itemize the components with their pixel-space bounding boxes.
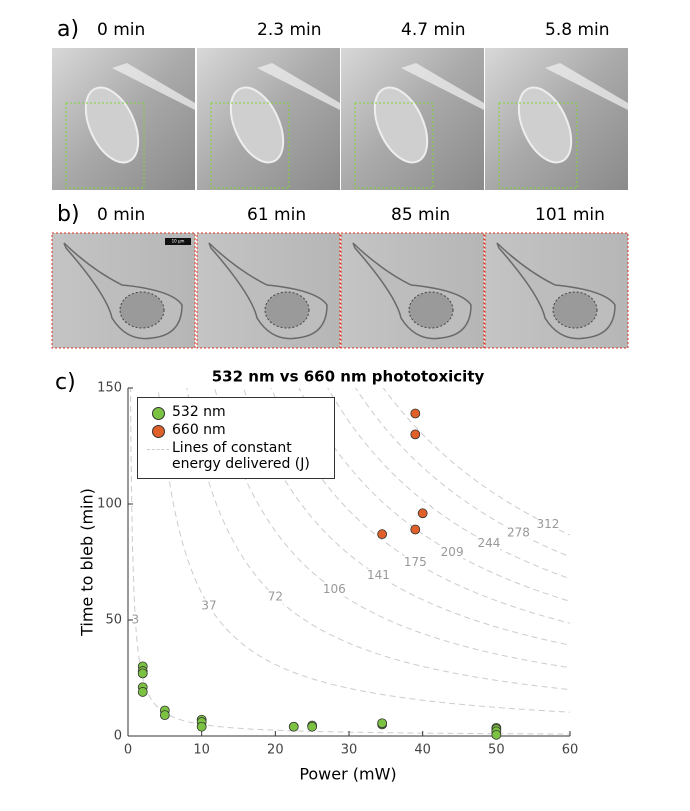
legend-entry: Lines of constant energy delivered (J): [144, 440, 328, 472]
time-label: 0 min: [97, 205, 145, 225]
point: [410, 429, 421, 440]
energy-label: 312: [536, 517, 559, 531]
y-tick-label: 100: [97, 497, 122, 512]
roi: [210, 102, 290, 189]
cell: [257, 63, 340, 110]
cell: [84, 86, 140, 164]
cell: [545, 63, 628, 110]
cell: [229, 86, 285, 164]
x-tick-label: 30: [341, 743, 358, 758]
roi: [65, 102, 145, 189]
energy-line: [214, 388, 570, 669]
x-tick-label: 60: [562, 743, 579, 758]
energy-label-bg: [536, 517, 559, 532]
energy-line: [186, 388, 570, 691]
legend-marker: [147, 449, 169, 450]
chart-title: 532 nm vs 660 nm phototoxicity: [212, 368, 485, 386]
energy-label: 175: [404, 555, 427, 569]
time-label: 0 min: [97, 20, 145, 40]
legend-label: 660 nm: [172, 422, 226, 438]
y-tick-label: 0: [114, 729, 122, 744]
point: [377, 718, 388, 729]
panel-label: c): [55, 370, 76, 395]
legend-entry: 660 nm: [144, 422, 328, 438]
point: [137, 687, 148, 697]
legend: 532 nm 660 nm Lines of constant energy del…: [137, 397, 335, 479]
roi: [498, 102, 578, 189]
cell: [401, 63, 484, 110]
energy-label-bg: [477, 536, 500, 551]
point: [307, 721, 318, 732]
point: [410, 524, 421, 535]
energy-label-bg: [198, 598, 221, 613]
point: [417, 508, 428, 519]
energy-label-bg: [404, 555, 427, 570]
nucleus: [408, 291, 454, 329]
roi: [354, 102, 434, 189]
legend-entry: 532 nm: [144, 404, 328, 420]
cell: [112, 63, 195, 110]
energy-label: 106: [323, 582, 346, 596]
point: [159, 710, 170, 721]
energy-line: [270, 388, 570, 624]
time-label: 2.3 min: [257, 20, 322, 40]
energy-label: 37: [201, 598, 216, 612]
point: [288, 721, 299, 732]
point: [377, 529, 388, 540]
energy-label-bg: [323, 582, 346, 597]
cell: [373, 86, 429, 164]
time-label: 4.7 min: [401, 20, 466, 40]
time-label: 101 min: [535, 205, 605, 225]
x-axis-label: Power (mW): [299, 765, 396, 784]
y-tick-label: 150: [97, 381, 122, 396]
time-label: 85 min: [391, 205, 450, 225]
energy-label: 278: [507, 526, 530, 540]
legend-marker: [151, 407, 165, 420]
point: [410, 408, 421, 419]
x-tick-label: 20: [267, 743, 284, 758]
point: [137, 668, 148, 679]
time-label: 5.8 min: [545, 20, 610, 40]
panel-label: a): [57, 17, 79, 42]
energy-label-bg: [124, 613, 147, 627]
scale-bar-label: 10 µm: [172, 239, 185, 244]
energy-line: [242, 388, 570, 646]
legend-marker: [151, 425, 165, 438]
energy-label-bg: [264, 589, 287, 604]
energy-label: 72: [268, 589, 283, 603]
energy-label-bg: [367, 568, 390, 583]
y-axis-label: Time to bleb (min): [78, 488, 97, 637]
x-tick-label: 10: [193, 743, 210, 758]
scale-bar: [165, 238, 191, 245]
energy-label-bg: [441, 545, 464, 560]
legend-label: 532 nm: [172, 404, 226, 420]
legend-label: Lines of constant energy delivered (J): [172, 440, 310, 472]
energy-label: 244: [478, 536, 501, 550]
y-tick-label: 50: [105, 613, 122, 628]
point: [196, 721, 207, 732]
nucleus: [119, 291, 165, 329]
energy-label: 3: [132, 613, 140, 627]
nucleus: [552, 291, 598, 329]
energy-line: [298, 388, 570, 602]
energy-line: [327, 388, 570, 580]
x-tick-label: 40: [414, 743, 431, 758]
x-tick-label: 50: [488, 743, 505, 758]
energy-label: 209: [441, 545, 464, 559]
x-tick-label: 0: [124, 743, 132, 758]
panel-label: b): [57, 202, 80, 227]
point: [491, 729, 502, 740]
time-label: 61 min: [247, 205, 306, 225]
cell: [517, 86, 573, 164]
energy-label-bg: [507, 526, 530, 541]
energy-label: 141: [367, 568, 390, 582]
nucleus: [264, 291, 310, 329]
